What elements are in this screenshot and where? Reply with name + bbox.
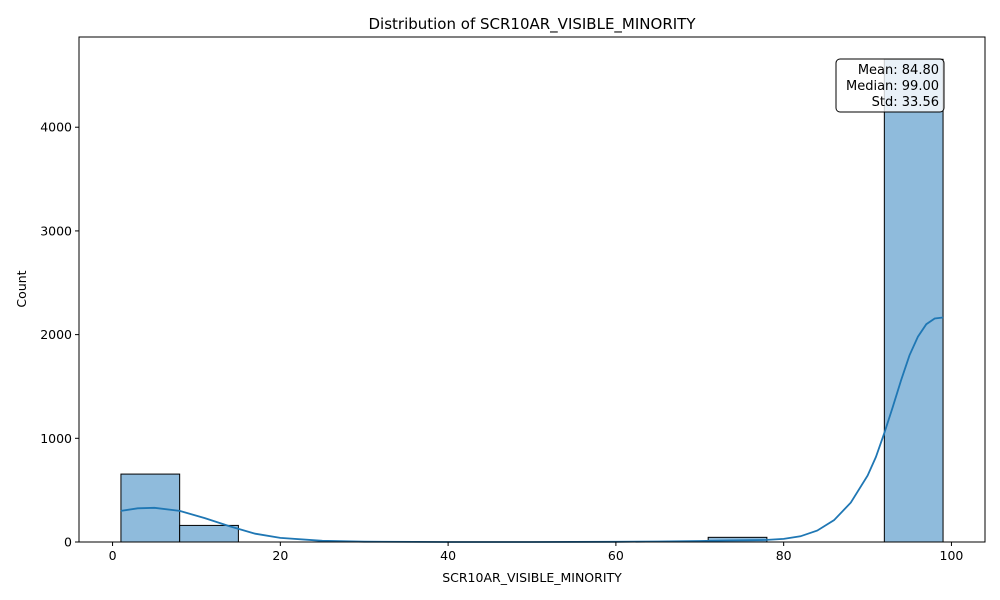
y-tick-label: 1000 — [40, 431, 72, 446]
y-tick-label: 2000 — [40, 327, 72, 342]
stats-box: Mean: 84.80 Median: 99.00 Std: 33.56 — [835, 58, 945, 113]
chart-title: Distribution of SCR10AR_VISIBLE_MINORITY — [368, 15, 696, 34]
x-tick-label: 20 — [272, 548, 288, 563]
stats-median: Median: 99.00 — [846, 79, 939, 94]
y-tick-label: 3000 — [40, 223, 72, 238]
stats-std: Std: 33.56 — [872, 95, 939, 110]
stats-box-background — [835, 58, 945, 113]
histogram-bar — [883, 58, 944, 543]
stats-mean: Mean: 84.80 — [858, 63, 939, 78]
y-tick-label: 4000 — [40, 120, 72, 135]
x-tick-label: 80 — [776, 548, 792, 563]
x-axis-label: SCR10AR_VISIBLE_MINORITY — [442, 570, 622, 585]
y-axis-ticks: 0 1000 2000 3000 4000 — [40, 120, 79, 550]
y-tick-label: 0 — [64, 535, 72, 550]
kde-line — [120, 316, 944, 543]
x-axis-ticks: 0 20 40 60 80 100 — [109, 542, 964, 563]
y-axis-label: Count — [14, 270, 29, 307]
bars-group — [120, 58, 944, 543]
plot-frame — [78, 36, 986, 543]
x-tick-label: 40 — [440, 548, 456, 563]
x-tick-label: 0 — [109, 548, 117, 563]
x-tick-label: 100 — [940, 548, 964, 563]
x-tick-label: 60 — [608, 548, 624, 563]
histogram-bar — [179, 524, 239, 543]
